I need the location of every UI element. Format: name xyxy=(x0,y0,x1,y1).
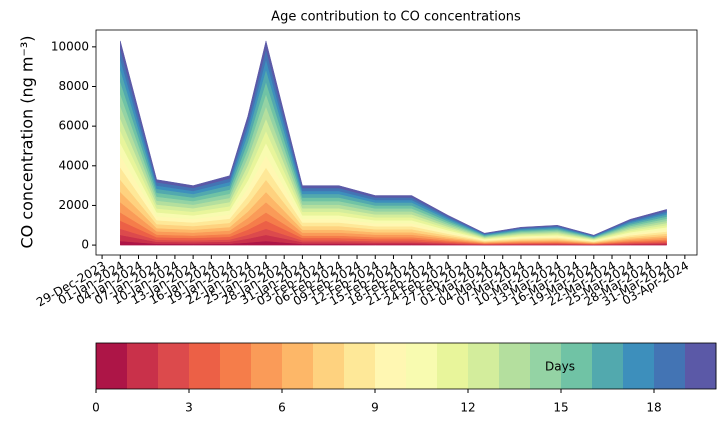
y-tick-label: 2000 xyxy=(58,198,89,212)
colorbar-cell xyxy=(375,343,407,389)
y-tick-label: 8000 xyxy=(58,79,89,93)
colorbar-cell xyxy=(530,343,562,389)
colorbar-tick-label: 6 xyxy=(278,401,286,415)
colorbar-cell xyxy=(158,343,190,389)
colorbar-cell xyxy=(220,343,252,389)
y-tick-label: 6000 xyxy=(58,119,89,133)
colorbar-cell xyxy=(654,343,686,389)
colorbar-tick-label: 0 xyxy=(92,401,100,415)
colorbar-cell xyxy=(437,343,469,389)
colorbar-cell xyxy=(96,343,128,389)
colorbar-cell xyxy=(344,343,376,389)
colorbar-cell xyxy=(251,343,283,389)
plot-frame xyxy=(95,29,698,256)
y-tick-label: 4000 xyxy=(58,158,89,172)
colorbar-cell xyxy=(127,343,159,389)
colorbar-cell xyxy=(592,343,624,389)
colorbar-tick-label: 3 xyxy=(185,401,193,415)
y-axis-label: CO concentration (ng m⁻³) xyxy=(18,35,37,248)
chart-title: Age contribution to CO concentrations xyxy=(271,10,521,25)
y-tick-label: 10000 xyxy=(51,39,89,53)
colorbar-cell xyxy=(313,343,345,389)
y-tick-label: 0 xyxy=(81,238,89,252)
colorbar-tick-label: 18 xyxy=(646,401,661,415)
colorbar-cell xyxy=(623,343,655,389)
colorbar-frame xyxy=(95,342,717,390)
colorbar-cell xyxy=(685,343,717,389)
colorbar-cell xyxy=(189,343,221,389)
colorbar-tick-label: 9 xyxy=(371,401,379,415)
colorbar-cell xyxy=(406,343,438,389)
colorbar-tick-label: 15 xyxy=(553,401,568,415)
colorbar-cell xyxy=(561,343,593,389)
colorbar-cell xyxy=(468,343,500,389)
area-band xyxy=(120,40,667,236)
colorbar-cell xyxy=(499,343,531,389)
colorbar-cell xyxy=(282,343,314,389)
colorbar-tick-label: 12 xyxy=(460,401,475,415)
colorbar-label: Days xyxy=(545,360,575,374)
